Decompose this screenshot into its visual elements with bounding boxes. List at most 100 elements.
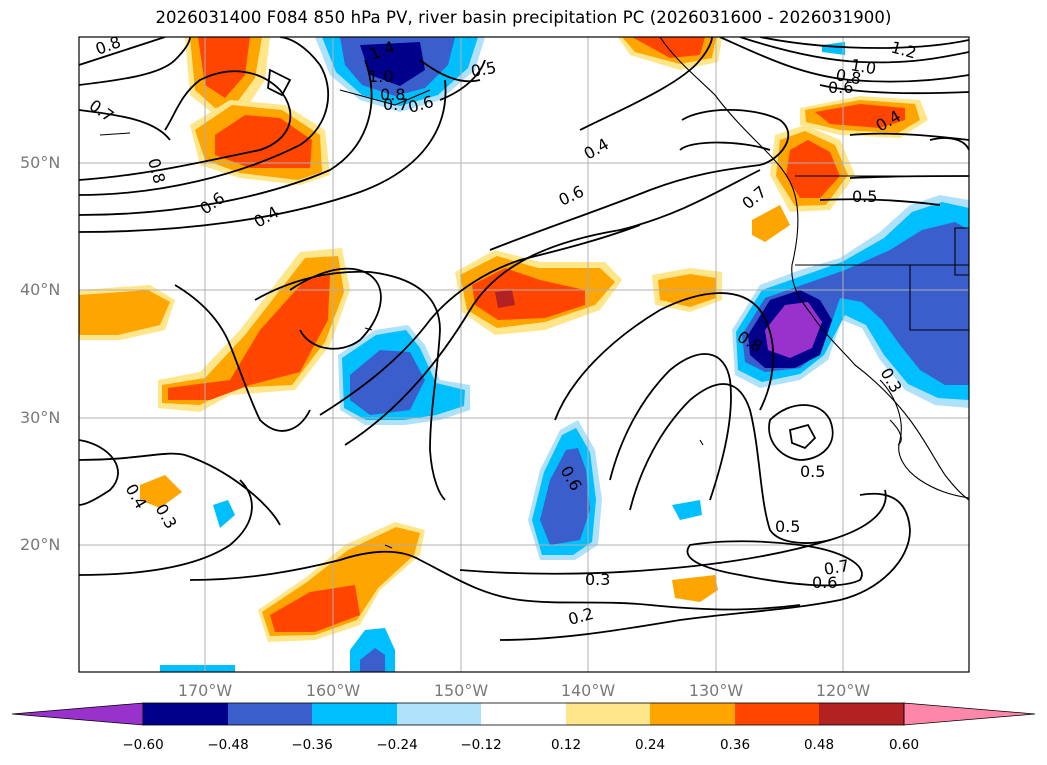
colorbar-segment	[397, 703, 481, 725]
colorbar-segment	[566, 703, 650, 725]
colorbar-extend-right	[903, 702, 1036, 726]
colorbar-tick: 0.48	[803, 737, 835, 753]
lat-label: 50°N	[20, 153, 61, 172]
pv-contour	[819, 198, 941, 206]
coastline	[339, 89, 431, 106]
pv-contour	[788, 423, 817, 450]
colorbar-segment	[650, 703, 735, 725]
contour-label: 0.6	[828, 78, 853, 97]
pv-contour	[419, 59, 481, 83]
contour-label: 0.5	[469, 58, 497, 81]
country-border	[954, 227, 969, 276]
lon-label: 150°W	[433, 681, 489, 700]
colorbar-segment	[819, 703, 904, 725]
pv-contour	[439, 59, 486, 101]
contour-label: 0.7	[383, 95, 408, 114]
warm-shade	[198, 37, 250, 98]
warm-shade	[270, 585, 360, 632]
warm-shade	[786, 140, 840, 198]
colorbar-tick: 0.36	[719, 737, 751, 753]
graticule	[79, 37, 969, 672]
warm-shade	[140, 475, 182, 508]
contour-label: 1.0	[368, 67, 393, 86]
pv-contour	[459, 489, 887, 575]
coastline	[384, 544, 393, 549]
pv-contour	[174, 284, 311, 432]
warm-shade	[79, 290, 170, 335]
contour-label: 0.6	[196, 188, 228, 218]
pv-contour	[489, 164, 761, 251]
pv-contour	[79, 439, 119, 506]
lat-label: 30°N	[20, 408, 61, 427]
pv-contour	[686, 540, 863, 587]
contour-label: 0.7	[822, 556, 850, 579]
pv-contour	[267, 68, 292, 97]
contour-label: 0.6	[812, 573, 837, 592]
pv-contour	[79, 59, 373, 216]
warm-shade	[752, 205, 790, 242]
colorbar	[11, 702, 1036, 726]
warm-shade	[632, 37, 705, 58]
cool-shade	[672, 500, 702, 520]
contour-label: 0.5	[775, 517, 800, 536]
pv-contour	[768, 404, 834, 461]
lon-label: 140°W	[560, 681, 616, 700]
map-frame	[78, 36, 970, 673]
colorbar-extend-left	[11, 702, 144, 726]
coastline	[659, 37, 969, 501]
pv-contour	[609, 353, 732, 501]
pv-contour	[79, 79, 447, 233]
contour-label: 0.7	[86, 96, 118, 126]
contour-label: 0.5	[852, 187, 877, 206]
pv-contour	[819, 84, 969, 95]
pv-contour	[79, 37, 166, 66]
colorbar-tick: 0.60	[888, 737, 920, 753]
colorbar-tick: −0.60	[122, 737, 164, 753]
pv-contour	[289, 267, 382, 350]
lon-label: 120°W	[815, 681, 871, 700]
lon-label: 130°W	[688, 681, 744, 700]
coastlines	[99, 37, 969, 549]
coastline	[364, 327, 373, 331]
cool-shade	[213, 500, 235, 528]
pv-contour	[499, 492, 911, 641]
pv-contour	[79, 109, 171, 141]
country-border	[909, 265, 969, 331]
contour-label: 1.0	[849, 55, 877, 78]
lat-label: 20°N	[20, 535, 61, 554]
colorbar-segment	[312, 703, 397, 725]
contour-label: 0.6	[556, 182, 587, 210]
pv-contour	[554, 292, 775, 421]
colorbar-tick: 0.24	[634, 737, 666, 753]
cool-shade	[540, 448, 590, 545]
cool-shade	[360, 648, 385, 672]
pv-contour	[79, 479, 253, 576]
cool-shade	[765, 302, 822, 358]
contour-label: 1.2	[889, 38, 919, 63]
cool-shade	[822, 42, 845, 55]
contour-label: 0.8	[380, 85, 405, 104]
contour-label: 0.8	[144, 156, 169, 186]
warm-shade	[672, 575, 718, 602]
colorbar-segment	[481, 703, 566, 725]
contour-label: 0.4	[581, 134, 613, 163]
cool-shade	[160, 665, 235, 672]
pv-contour	[254, 270, 446, 501]
pv-contour	[929, 137, 969, 151]
pv-contour	[739, 37, 969, 64]
contour-label: 0.8	[93, 32, 123, 59]
warm-shade	[168, 275, 330, 400]
colorbar-tick: 0.12	[550, 737, 582, 753]
colorbar-segment	[228, 703, 312, 725]
lon-label: 160°W	[305, 681, 361, 700]
pv-contour	[719, 37, 969, 83]
colorbar-tick: −0.48	[207, 737, 249, 753]
coastline	[699, 439, 704, 446]
pv-contour	[79, 70, 292, 181]
colorbar-segment	[143, 703, 228, 725]
pv-contour	[189, 550, 801, 611]
pv-contour	[319, 224, 641, 416]
pv-contour	[679, 141, 771, 151]
colorbar-tick: −0.12	[460, 737, 502, 753]
